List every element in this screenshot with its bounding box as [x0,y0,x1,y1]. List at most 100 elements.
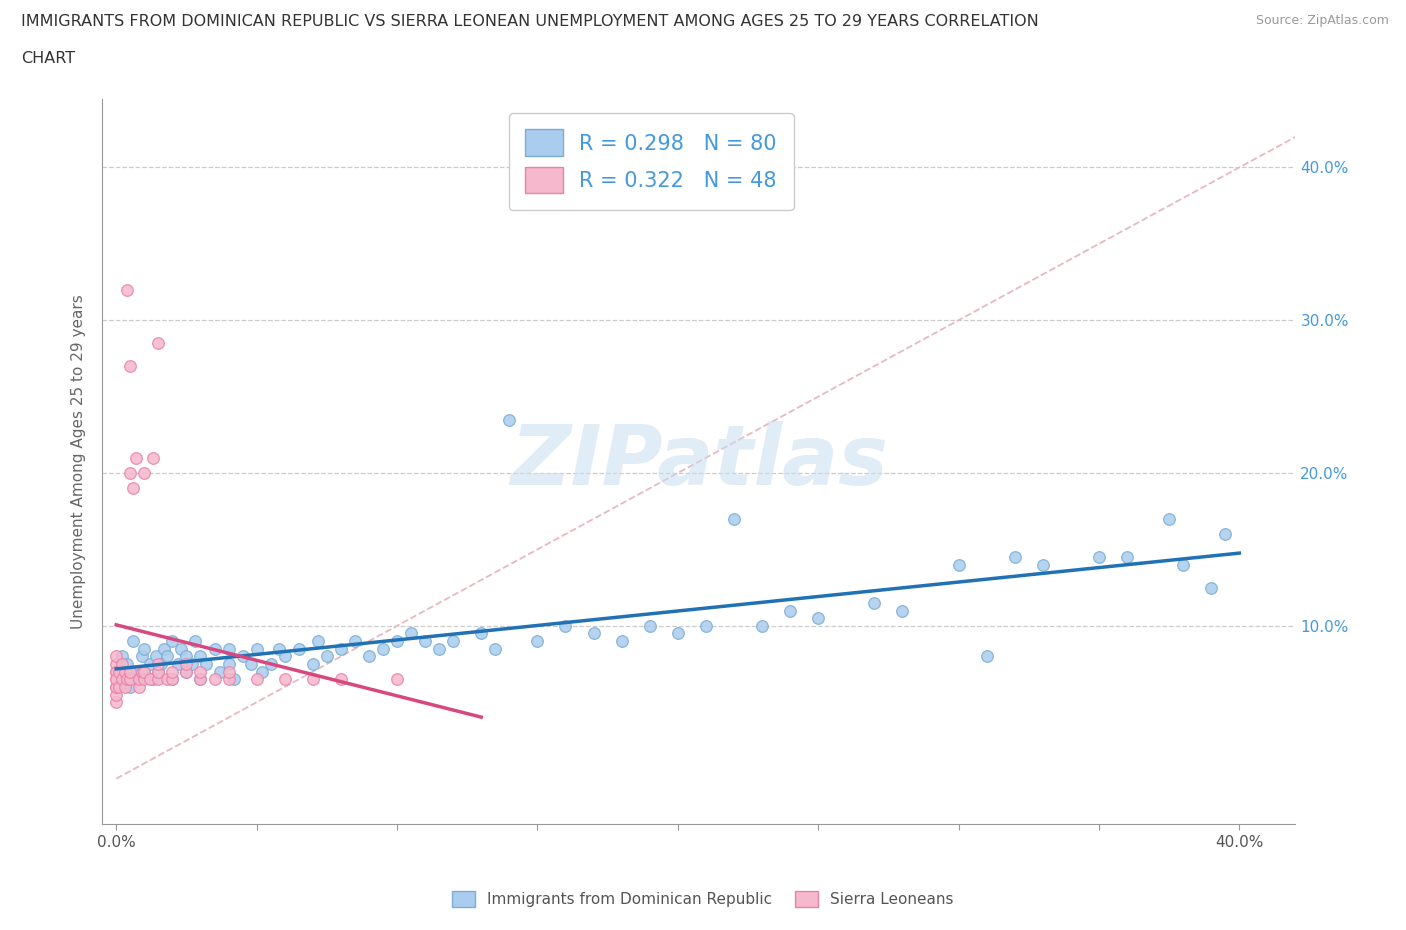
Point [134,664,156,679]
Point [117,671,139,686]
Point [105,671,128,686]
Point [307,633,329,648]
Point [108,664,131,679]
Point [184,633,207,648]
Point [240,657,263,671]
Point [1199,580,1222,595]
Point [695,618,717,633]
Point [105,664,128,679]
Point [301,671,323,686]
Point [150,657,173,671]
Point [204,642,226,657]
Point [139,657,162,671]
Point [134,671,156,686]
Point [948,557,970,572]
Point [610,633,633,648]
Point [128,680,150,695]
Text: Source: ZipAtlas.com: Source: ZipAtlas.com [1256,14,1389,27]
Point [218,671,240,686]
Point [142,671,165,686]
Point [134,642,156,657]
Point [120,466,142,481]
Point [427,642,450,657]
Point [148,671,170,686]
Point [145,649,167,664]
Point [301,657,323,671]
Point [209,664,232,679]
Point [287,642,309,657]
Point [190,671,212,686]
Point [156,649,179,664]
Point [122,481,145,496]
Point [1173,557,1195,572]
Point [122,633,145,648]
Text: ZIPatlas: ZIPatlas [510,421,887,502]
Point [204,671,226,686]
Point [105,695,128,710]
Point [1159,512,1181,526]
Point [751,618,773,633]
Point [170,642,193,657]
Point [167,657,190,671]
Point [134,664,156,679]
Point [148,664,170,679]
Point [120,359,142,374]
Legend: Immigrants from Dominican Republic, Sierra Leoneans: Immigrants from Dominican Republic, Sier… [446,884,960,913]
Point [269,642,291,657]
Point [470,626,492,641]
Point [148,336,170,351]
Point [105,687,128,702]
Point [176,649,198,664]
Point [108,680,131,695]
Point [131,664,153,679]
Point [134,466,156,481]
Point [128,671,150,686]
Point [114,680,136,695]
Point [385,671,408,686]
Point [114,671,136,686]
Point [260,657,283,671]
Point [666,626,689,641]
Point [120,671,142,686]
Point [108,664,131,679]
Point [117,657,139,671]
Point [105,657,128,671]
Point [441,633,464,648]
Point [105,671,128,686]
Point [638,618,661,633]
Point [120,664,142,679]
Point [176,664,198,679]
Point [246,671,269,686]
Point [125,664,148,679]
Point [128,671,150,686]
Point [246,642,269,657]
Point [162,633,184,648]
Point [117,283,139,298]
Point [252,664,274,679]
Point [399,626,422,641]
Point [723,512,745,526]
Point [329,642,352,657]
Point [105,649,128,664]
Point [148,664,170,679]
Point [315,649,337,664]
Point [139,671,162,686]
Point [190,649,212,664]
Point [162,664,184,679]
Point [218,657,240,671]
Point [498,412,520,427]
Point [371,642,394,657]
Point [105,664,128,679]
Point [807,611,830,626]
Y-axis label: Unemployment Among Ages 25 to 29 years: Unemployment Among Ages 25 to 29 years [72,294,86,629]
Point [224,671,246,686]
Point [114,664,136,679]
Text: CHART: CHART [21,51,75,66]
Point [582,626,605,641]
Point [162,671,184,686]
Point [162,671,184,686]
Point [111,657,134,671]
Point [1032,557,1054,572]
Point [131,649,153,664]
Point [181,657,204,671]
